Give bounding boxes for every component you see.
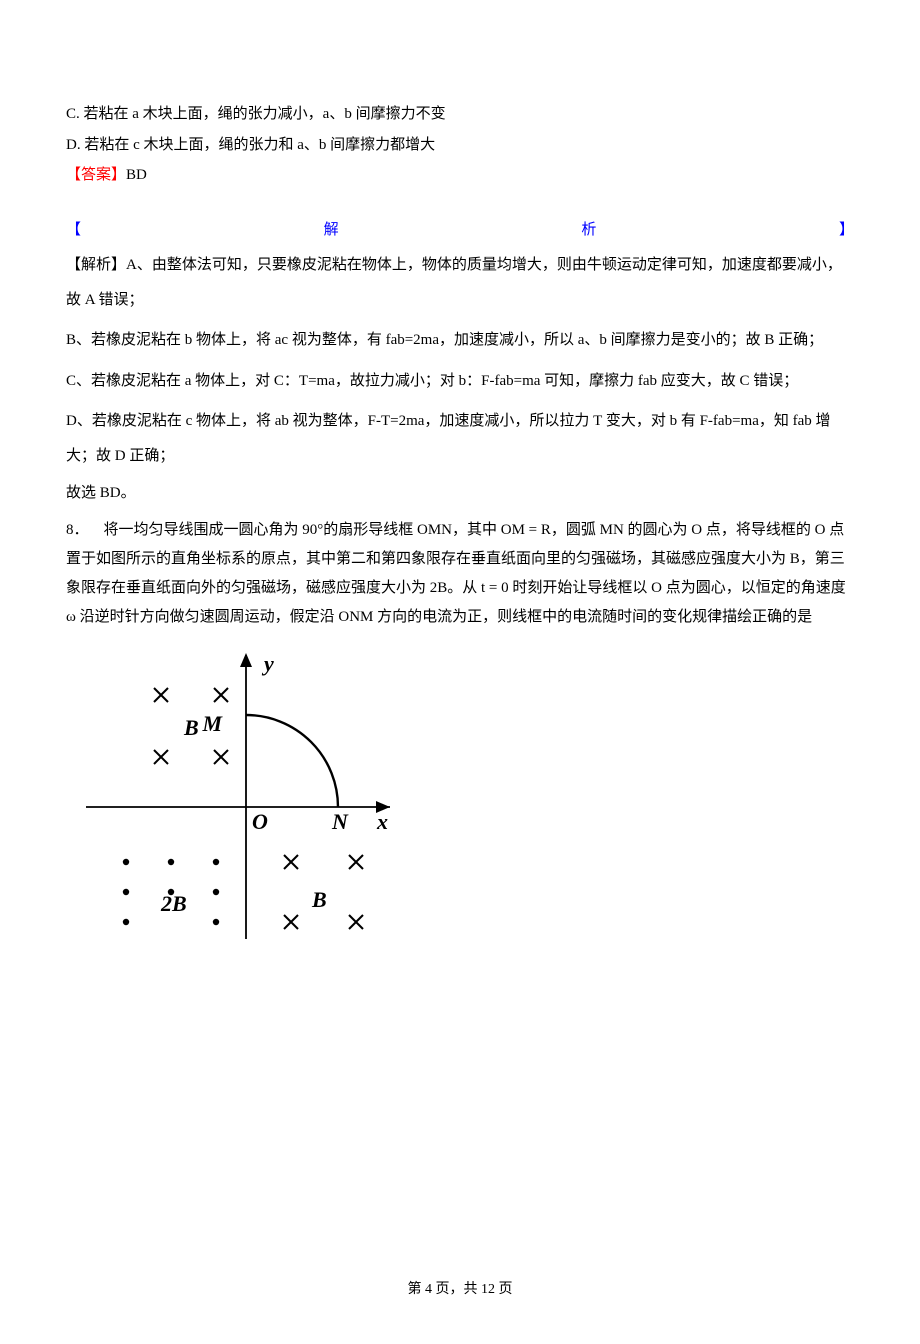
figure-coordinate-diagram: y x O M N B 2B B (66, 647, 854, 958)
option-c: C. 若粘在 a 木块上面，绳的张力减小，a、b 间摩擦力不变 (66, 100, 854, 129)
explain-b: B、若橡皮泥粘在 b 物体上，将 ac 视为整体，有 fab=2ma，加速度减小… (66, 323, 854, 358)
svg-text:2B: 2B (160, 891, 187, 916)
answer-label: 【答案】 (66, 167, 126, 183)
page-footer: 第 4 页，共 12 页 (66, 1277, 854, 1304)
jiexi-close: 】 (839, 216, 854, 245)
option-d: D. 若粘在 c 木块上面，绳的张力和 a、b 间摩擦力都增大 (66, 131, 854, 160)
explain-end: 故选 BD。 (66, 479, 854, 508)
svg-text:O: O (252, 809, 268, 834)
answer-line: 【答案】BD (66, 161, 854, 190)
svg-text:M: M (201, 711, 223, 736)
jiexi-heading: 【 解 析 】 (66, 216, 854, 245)
svg-text:B: B (183, 715, 199, 740)
answer-value: BD (126, 167, 147, 183)
explain-a: 【解析】A、由整体法可知，只要橡皮泥粘在物体上，物体的质量均增大，则由牛顿运动定… (66, 248, 854, 317)
svg-text:y: y (261, 651, 274, 676)
svg-text:x: x (376, 809, 388, 834)
explain-c: C、若橡皮泥粘在 a 物体上，对 C：T=ma，故拉力减小；对 b：F-fab=… (66, 364, 854, 399)
question-8: 8． 将一均匀导线围成一圆心角为 90°的扇形导线框 OMN，其中 OM = R… (66, 516, 854, 633)
svg-text:N: N (331, 809, 349, 834)
figure-svg: y x O M N B 2B B (66, 647, 396, 947)
jiexi-mid2: 析 (581, 216, 596, 245)
explain-d: D、若橡皮泥粘在 c 物体上，将 ab 视为整体，F-T=2ma，加速度减小，所… (66, 404, 854, 473)
jiexi-mid1: 解 (324, 216, 339, 245)
jiexi-open: 【 (66, 216, 81, 245)
svg-text:B: B (311, 887, 327, 912)
